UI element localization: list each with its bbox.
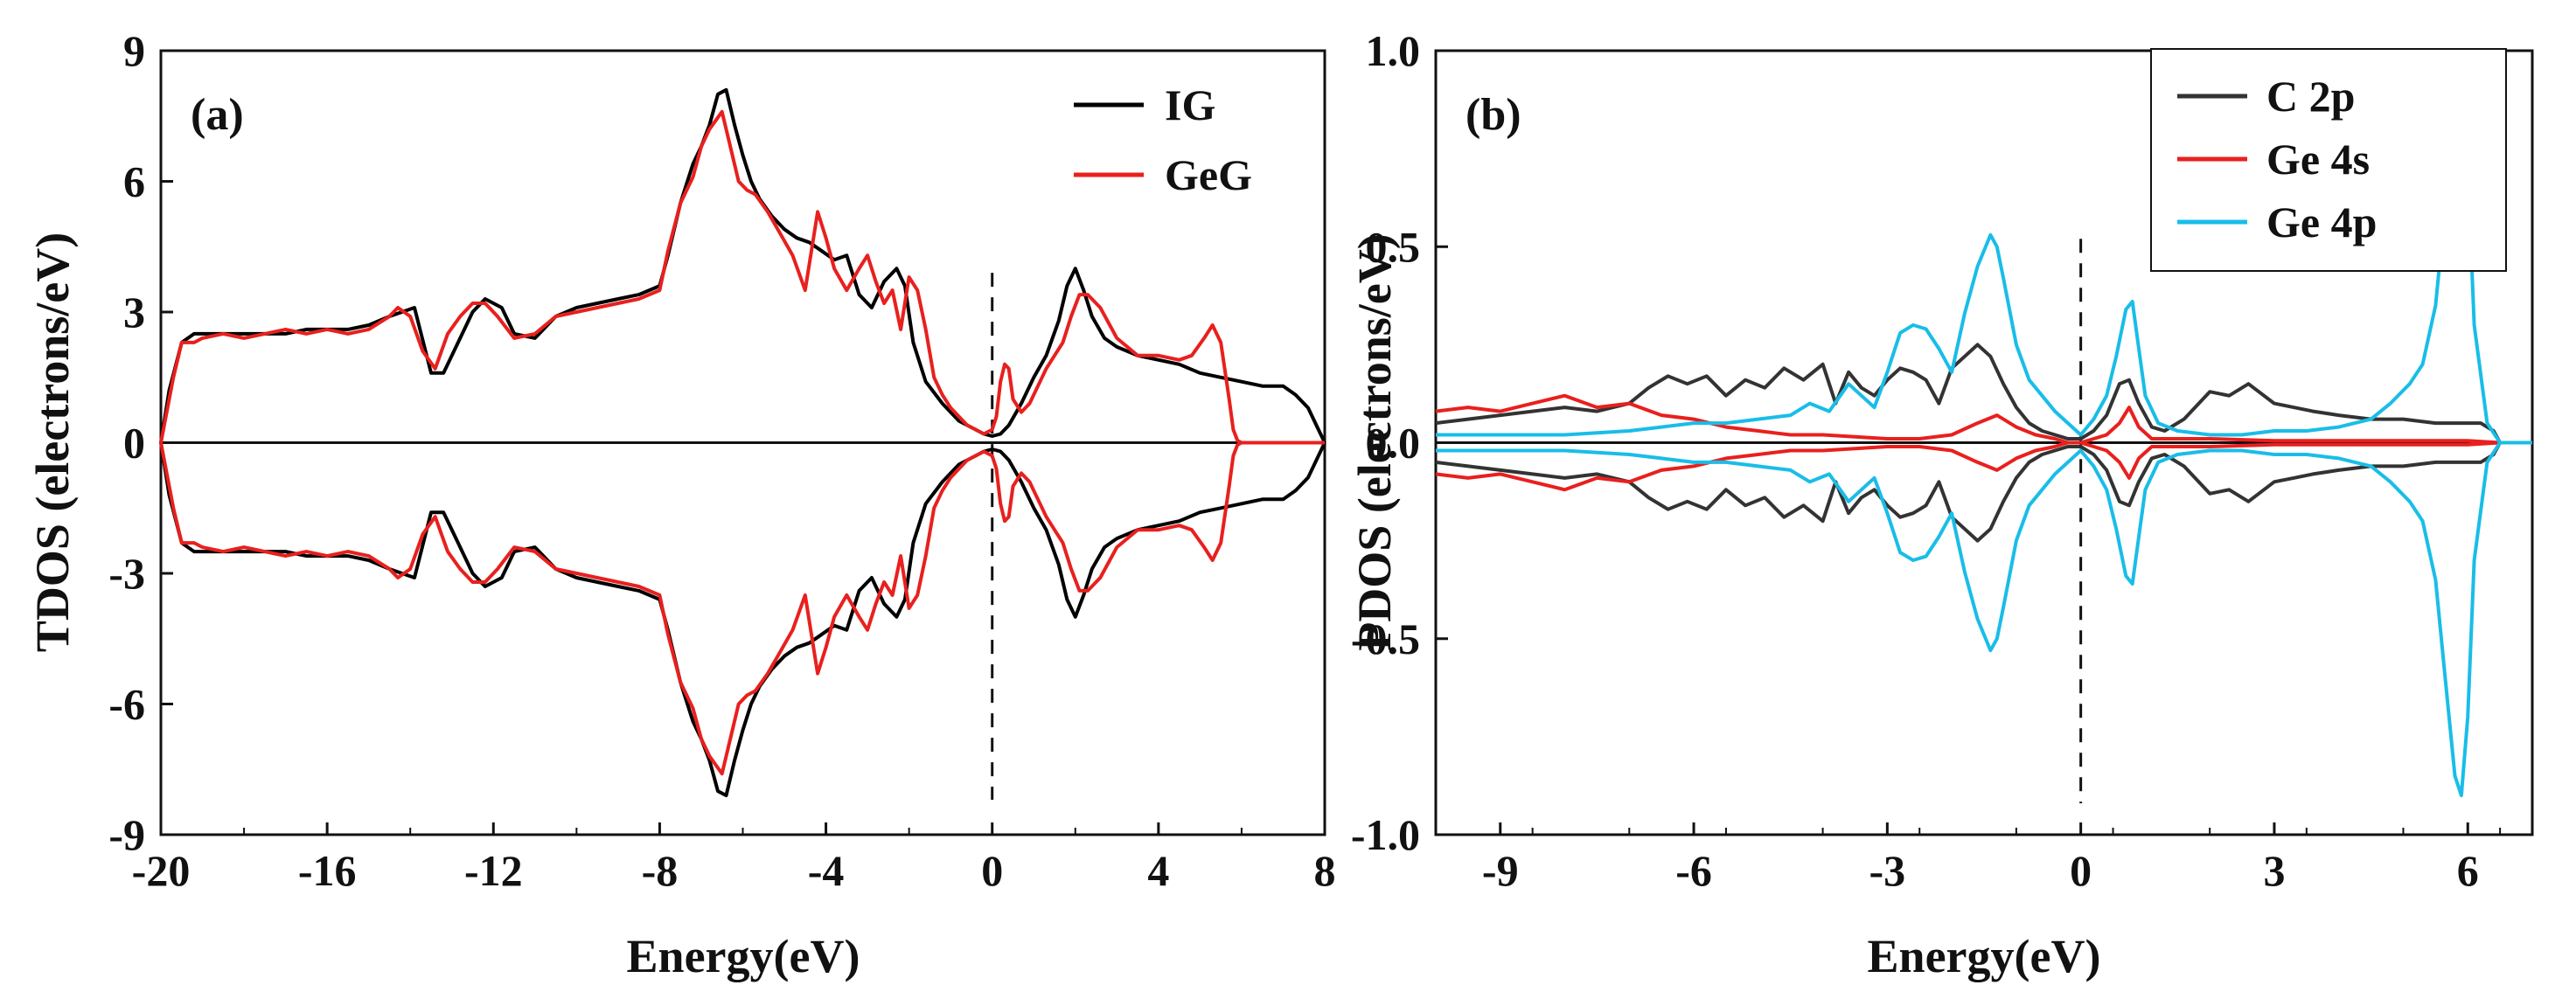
legend-label: IG [1165, 80, 1215, 129]
x-tick-label: 6 [2457, 846, 2479, 895]
legend-label: GeG [1165, 150, 1252, 199]
x-tick-label: 3 [2263, 846, 2285, 895]
legend-label: Ge 4p [2266, 198, 2377, 246]
panel-b-x-ticks: -9 -6 -3 0 3 6 [1435, 822, 2502, 895]
series-line-ge-4p-down [1436, 441, 2532, 798]
legend-label: Ge 4s [2266, 135, 2370, 184]
y-tick-label: -0.5 [1351, 614, 1420, 663]
y-tick-label: -3 [108, 549, 145, 598]
series-line-ge-4p-up [1436, 87, 2532, 445]
panel-b-series [1435, 87, 2532, 798]
panel-b-chart: -9 -6 -3 0 3 6 1.0 0.5 0.0 -0.5 -1.0 (b) Energy(e… [1348, 26, 2534, 982]
panel-b-y-ticks: 1.0 0.5 0.0 -0.5 -1.0 [1351, 26, 1448, 859]
x-tick-label: -4 [808, 846, 845, 895]
series-line-c-2p-up [1435, 343, 2532, 445]
panel-a-legend: IG GeG [1074, 80, 1252, 199]
y-tick-label: 3 [123, 288, 145, 336]
panel-a-chart: -20 -16 -12 -8 -4 0 4 8 -9 -6 -3 0 3 6 9 (a) Energy(e… [26, 26, 1336, 982]
panel-a-x-axis-label: Energy(eV) [627, 930, 860, 982]
y-tick-label: 1.0 [1366, 26, 1421, 75]
series-line-geg-up [159, 109, 1325, 445]
panel-a-x-ticks: -20 -16 -12 -8 -4 0 4 8 [132, 822, 1336, 895]
x-tick-label: 4 [1147, 846, 1169, 895]
y-tick-label: 0.0 [1366, 419, 1421, 468]
y-tick-label: 0.5 [1366, 222, 1421, 271]
panel-b-y-axis-label: PDOS (electrons/eV) [1348, 233, 1401, 650]
legend-label: C 2p [2266, 72, 2355, 121]
y-tick-label: 0 [123, 419, 145, 468]
x-tick-label: 0 [2070, 846, 2092, 895]
x-tick-label: 8 [1314, 846, 1336, 895]
y-tick-label: 9 [123, 26, 145, 75]
x-tick-label: -20 [132, 846, 191, 895]
panel-b-label: (b) [1466, 90, 1521, 140]
x-tick-label: 0 [981, 846, 1003, 895]
x-tick-label: -9 [1482, 846, 1519, 895]
series-line-ig-up [159, 87, 1326, 444]
panel-b-x-axis-label: Energy(eV) [1868, 930, 2101, 982]
x-tick-label: -6 [1675, 846, 1712, 895]
x-tick-label: -3 [1869, 846, 1906, 895]
x-tick-label: -16 [298, 846, 357, 895]
series-line-ig-down [159, 441, 1326, 798]
y-tick-label: -9 [108, 810, 145, 859]
series-line-ge-4s-up [1435, 393, 2532, 445]
x-tick-label: -8 [642, 846, 679, 895]
x-tick-label: -12 [464, 846, 523, 895]
panel-a-series [159, 87, 1326, 798]
y-tick-label: -1.0 [1351, 810, 1420, 859]
y-tick-label: 6 [123, 157, 145, 206]
panel-a-y-axis-label: TDOS (electrons/eV) [26, 232, 79, 652]
series-line-ge-4s-down [1435, 441, 2532, 492]
panel-a-y-ticks: -9 -6 -3 0 3 6 9 [108, 26, 173, 859]
y-tick-label: -6 [108, 680, 145, 729]
series-line-c-2p-down [1435, 441, 2532, 543]
panel-a-label: (a) [191, 90, 244, 140]
series-line-geg-down [159, 441, 1325, 776]
panel-b-legend: C 2p Ge 4s Ge 4p [2150, 48, 2507, 272]
